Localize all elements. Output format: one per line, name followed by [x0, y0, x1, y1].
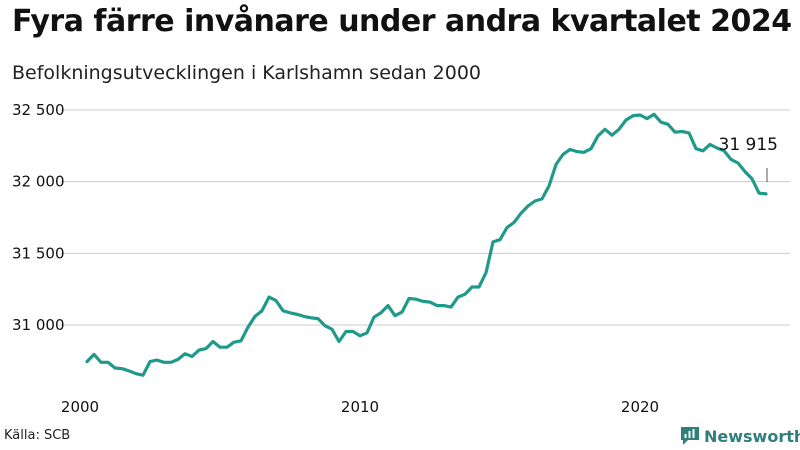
brand-logo: Newsworthy: [680, 426, 800, 446]
x-tick-label: 2020: [621, 398, 659, 416]
series-layer: [85, 112, 768, 377]
x-tick-label: 2000: [61, 398, 99, 416]
y-tick-label: 31 000: [12, 316, 65, 334]
source-note: Källa: SCB: [4, 428, 71, 443]
y-tick-label: 32 000: [12, 173, 65, 191]
gridlines: [60, 109, 790, 326]
brand-name: Newsworthy: [704, 426, 800, 446]
series-line: [85, 112, 768, 377]
bar-chart-logo-icon: [681, 427, 699, 445]
y-axis-ticks: 31 000 31 500 32 000 32 500: [12, 101, 65, 334]
chart-subtitle: Befolkningsutvecklingen i Karlshamn seda…: [12, 62, 482, 84]
x-axis-ticks: 2000 2010 2020: [61, 398, 659, 416]
y-tick-label: 31 500: [12, 244, 65, 262]
annotations: 31 915: [719, 135, 778, 182]
end-value-label: 31 915: [719, 135, 778, 155]
x-tick-label: 2010: [341, 398, 379, 416]
y-tick-label: 32 500: [12, 101, 65, 119]
chart-title: Fyra färre invånare under andra kvartale…: [12, 4, 792, 39]
